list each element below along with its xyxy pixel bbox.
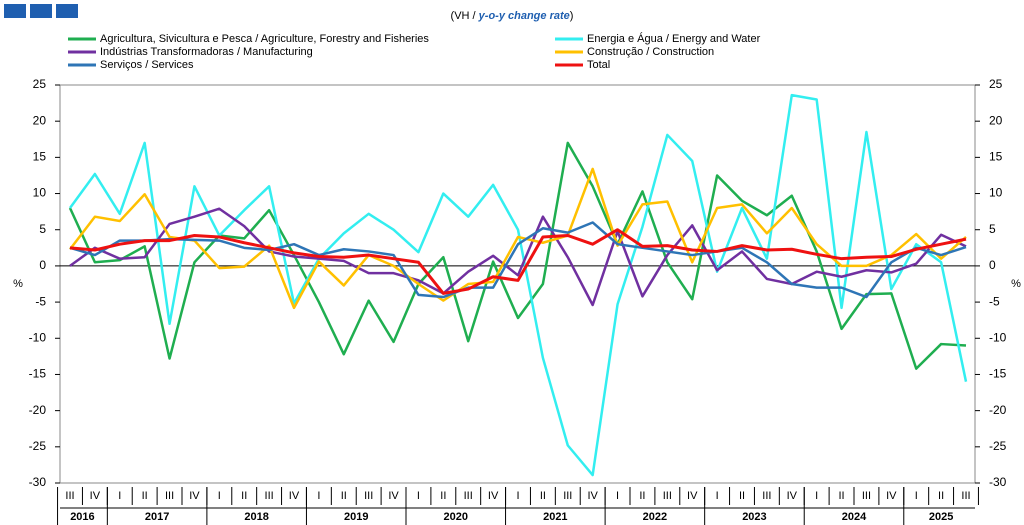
y-tick-label: -25 (29, 439, 47, 453)
x-tick-label: IV (289, 490, 300, 502)
subtitle-part: y-o-y change rate (478, 10, 570, 22)
y-tick-label: 10 (33, 186, 47, 200)
x-tick-label: II (838, 490, 844, 502)
subtitle: (VH / y-o-y change rate) (451, 10, 574, 22)
x-tick-label: IV (787, 490, 798, 502)
y-tick-label: -30 (29, 475, 47, 489)
x-tick-label: I (616, 490, 619, 502)
x-tick-label: II (639, 490, 645, 502)
y2-tick-label: 0 (989, 258, 996, 272)
year-label: 2019 (344, 511, 368, 523)
year-label: 2022 (643, 511, 667, 523)
y-tick-label: 25 (33, 77, 47, 91)
x-tick-label: IV (388, 490, 399, 502)
logo-block (56, 4, 78, 18)
x-tick-label: III (364, 490, 373, 502)
y-tick-label: 20 (33, 113, 47, 127)
plot-frame (59, 84, 976, 484)
x-tick-label: II (739, 490, 745, 502)
y2-tick-label: -20 (989, 403, 1007, 417)
x-tick-label: II (540, 490, 546, 502)
y2-tick-label: 20 (989, 113, 1003, 127)
y2-tick-label: -15 (989, 367, 1007, 381)
x-tick-label: IV (587, 490, 598, 502)
y-axis-label: % (1011, 278, 1021, 290)
legend-label: Serviços / Services (100, 59, 194, 71)
x-tick-label: I (118, 490, 121, 502)
y2-tick-label: 15 (989, 150, 1003, 164)
series-line (69, 221, 967, 299)
x-tick-label: III (65, 490, 74, 502)
year-label: 2024 (842, 511, 867, 523)
x-tick-label: I (317, 490, 320, 502)
x-tick-label: IV (488, 490, 499, 502)
x-tick-label: II (938, 490, 944, 502)
y-axis-label: % (13, 278, 23, 290)
x-tick-label: III (862, 490, 871, 502)
x-tick-label: I (716, 490, 719, 502)
legend-label: Construção / Construction (587, 46, 714, 58)
x-tick-label: II (142, 490, 148, 502)
year-label: 2023 (742, 511, 766, 523)
y-tick-label: -20 (29, 403, 47, 417)
legend-label: Agricultura, Sivicultura e Pesca / Agric… (100, 33, 429, 45)
y-tick-label: 5 (39, 222, 46, 236)
year-label: 2025 (929, 511, 953, 523)
subtitle-part: ) (570, 10, 574, 22)
legend-label: Energia e Água / Energy and Water (587, 32, 761, 45)
year-label: 2016 (70, 511, 94, 523)
x-tick-label: III (464, 490, 473, 502)
legend-label: Total (587, 59, 610, 71)
x-tick-label: I (915, 490, 918, 502)
year-label: 2017 (145, 511, 169, 523)
x-tick-label: IV (90, 490, 101, 502)
subtitle-part: (VH / (451, 10, 479, 22)
x-tick-label: II (440, 490, 446, 502)
legend-label: Indústrias Transformadoras / Manufacturi… (100, 46, 313, 58)
year-label: 2020 (444, 511, 468, 523)
x-tick-label: IV (886, 490, 897, 502)
y2-tick-label: -30 (989, 475, 1007, 489)
series-line (68, 93, 968, 477)
y-tick-label: 15 (33, 150, 47, 164)
x-tick-label: I (516, 490, 519, 502)
y2-tick-label: -5 (989, 294, 1000, 308)
x-tick-label: III (165, 490, 174, 502)
y2-tick-label: 25 (989, 77, 1003, 91)
y-tick-label: -10 (29, 330, 47, 344)
logo-block (4, 4, 26, 18)
x-tick-label: II (341, 490, 347, 502)
y2-tick-label: -10 (989, 330, 1007, 344)
year-label: 2021 (543, 511, 567, 523)
x-tick-label: IV (687, 490, 698, 502)
x-tick-label: III (663, 490, 672, 502)
x-tick-label: III (265, 490, 274, 502)
y2-tick-label: -25 (989, 439, 1007, 453)
x-tick-label: I (417, 490, 420, 502)
x-tick-label: II (241, 490, 247, 502)
y2-tick-label: 5 (989, 222, 996, 236)
x-tick-label: III (563, 490, 572, 502)
series-line (69, 167, 967, 310)
series-line (69, 207, 967, 307)
y-tick-label: -15 (29, 367, 47, 381)
y-tick-label: -5 (35, 294, 46, 308)
x-tick-label: IV (189, 490, 200, 502)
x-tick-label: I (218, 490, 221, 502)
year-label: 2018 (244, 511, 268, 523)
y2-tick-label: 10 (989, 186, 1003, 200)
x-tick-label: III (762, 490, 771, 502)
x-tick-label: I (815, 490, 818, 502)
logo-block (30, 4, 52, 18)
x-tick-label: III (961, 490, 970, 502)
series-line (69, 228, 967, 295)
y-tick-label: 0 (39, 258, 46, 272)
